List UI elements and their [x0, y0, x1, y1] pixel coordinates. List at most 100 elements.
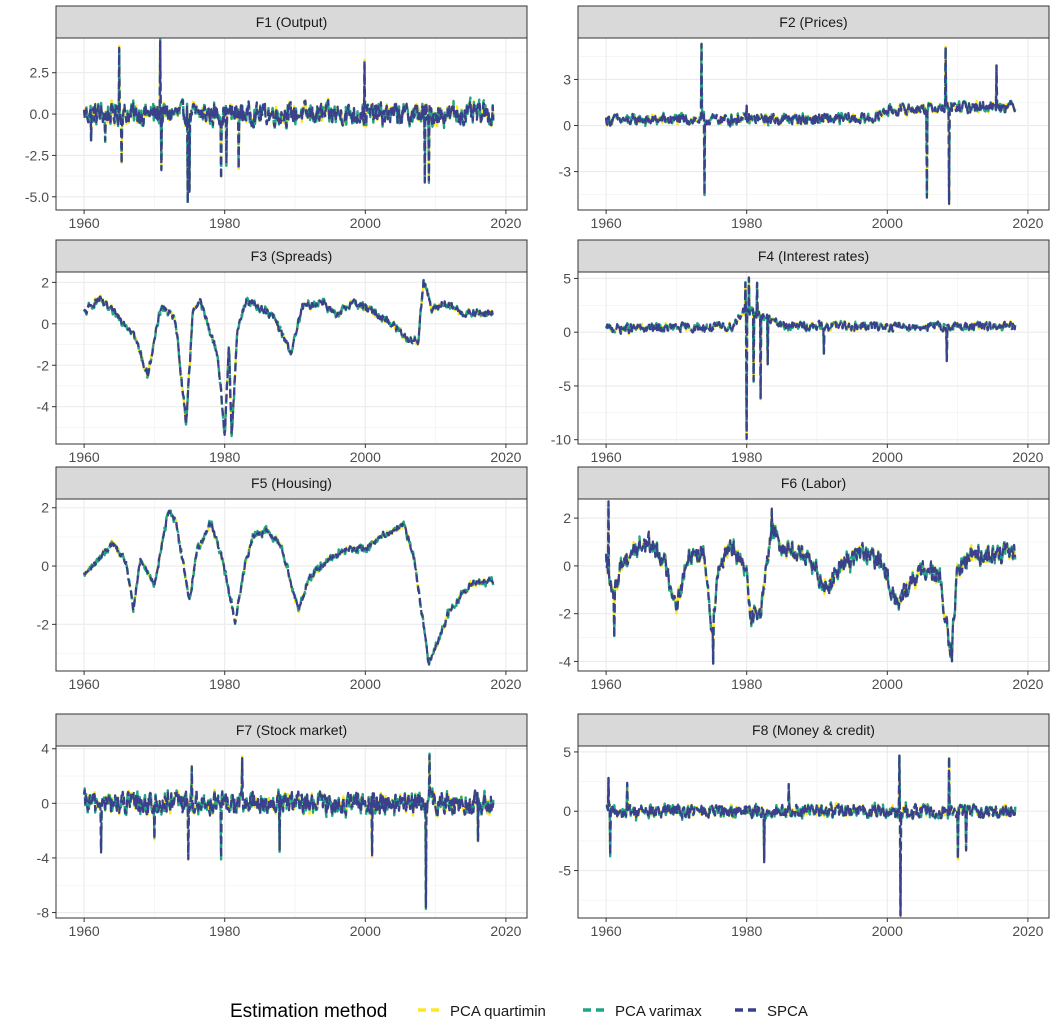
- legend-label: SPCA: [767, 1003, 808, 1020]
- x-tick-label: 2020: [490, 215, 521, 231]
- y-tick-label: 5: [563, 270, 571, 286]
- x-tick-label: 2020: [1012, 923, 1043, 939]
- x-tick-label: 1960: [591, 923, 622, 939]
- y-tick-label: -2: [37, 357, 50, 373]
- x-tick-label: 2020: [1012, 449, 1043, 465]
- x-tick-label: 1960: [69, 676, 100, 692]
- y-tick-label: 3: [563, 71, 571, 87]
- facet-panel: F7 (Stock market) 1960 1980 2000 2020 4 0 -4 -8: [37, 713, 528, 939]
- y-tick-label: 2: [41, 274, 49, 290]
- legend-label: PCA quartimin: [450, 1003, 546, 1020]
- plot-background: [56, 272, 527, 444]
- y-tick-label: -5.0: [25, 189, 49, 205]
- y-tick-label: 0.0: [30, 106, 50, 122]
- y-tick-label: -2.5: [25, 147, 49, 163]
- x-tick-label: 1960: [69, 215, 100, 231]
- y-tick-label: 0: [563, 803, 571, 819]
- y-tick-label: -8: [37, 905, 50, 921]
- x-tick-label: 2000: [350, 923, 381, 939]
- legend-title: Estimation method: [230, 1001, 387, 1022]
- facet-title: F3 (Spreads): [251, 248, 333, 264]
- facet-strip: [577, 466, 1050, 500]
- y-tick-label: -10: [551, 432, 571, 448]
- panel-border: [577, 37, 1050, 211]
- x-tick-label: 2000: [872, 923, 903, 939]
- x-tick-label: 1980: [209, 923, 240, 939]
- y-tick-label: 0: [41, 316, 49, 332]
- x-tick-label: 1980: [209, 449, 240, 465]
- series-line-spca: [83, 277, 495, 436]
- x-tick-label: 2000: [872, 676, 903, 692]
- x-tick-label: 2020: [1012, 215, 1043, 231]
- x-tick-label: 2000: [872, 449, 903, 465]
- y-tick-label: 4: [41, 741, 49, 757]
- y-tick-label: -3: [559, 164, 572, 180]
- panel-border: [577, 271, 1050, 445]
- x-tick-label: 2000: [350, 449, 381, 465]
- series-line-spca: [605, 43, 1017, 205]
- plot-background: [578, 499, 1049, 671]
- plot-background: [578, 272, 1049, 444]
- y-tick-label: -5: [559, 378, 572, 394]
- x-tick-label: 1980: [731, 676, 762, 692]
- y-tick-label: 2.5: [30, 65, 50, 81]
- facet-title: F4 (Interest rates): [758, 248, 869, 264]
- x-tick-label: 2000: [350, 215, 381, 231]
- facet-title: F1 (Output): [256, 14, 328, 30]
- panel-border: [55, 498, 528, 672]
- panel-border: [55, 37, 528, 211]
- facet-panel: F1 (Output) 1960 1980 2000 2020 2.5 0.0 -2.5 -5.…: [25, 5, 528, 231]
- y-tick-label: 0: [563, 118, 571, 134]
- x-tick-label: 1960: [591, 215, 622, 231]
- legend: Estimation method PCA quartimin PCA varima…: [230, 1001, 808, 1022]
- x-tick-label: 2000: [350, 676, 381, 692]
- x-tick-label: 2020: [490, 449, 521, 465]
- facet-panel: F8 (Money & credit) 1960 1980 2000 2020 5 0 -5: [559, 713, 1050, 939]
- x-tick-label: 2000: [872, 215, 903, 231]
- panel-border: [577, 745, 1050, 919]
- x-tick-label: 1980: [731, 923, 762, 939]
- facet-title: F5 (Housing): [251, 475, 332, 491]
- y-tick-label: -4: [37, 850, 50, 866]
- series-line-spca: [83, 509, 495, 666]
- x-tick-label: 1960: [69, 449, 100, 465]
- series-line-spca: [83, 40, 495, 205]
- y-tick-label: 0: [41, 558, 49, 574]
- facet-strip: [55, 5, 528, 39]
- series-line-spca: [605, 500, 1017, 665]
- panel-border: [577, 498, 1050, 672]
- facet-panel: F4 (Interest rates) 1960 1980 2000 2020 5 0 -5 -…: [551, 239, 1050, 465]
- y-tick-label: 2: [41, 500, 49, 516]
- x-tick-label: 2020: [490, 676, 521, 692]
- y-tick-label: -5: [559, 863, 572, 879]
- x-tick-label: 1980: [731, 449, 762, 465]
- y-tick-label: 0: [563, 324, 571, 340]
- plot-background: [56, 746, 527, 918]
- plot-background: [56, 38, 527, 210]
- x-tick-label: 1980: [209, 215, 240, 231]
- x-tick-label: 1960: [591, 449, 622, 465]
- x-tick-label: 1980: [731, 215, 762, 231]
- panel-border: [55, 745, 528, 919]
- y-tick-label: -4: [37, 399, 50, 415]
- x-tick-label: 1980: [209, 676, 240, 692]
- x-tick-label: 2020: [1012, 676, 1043, 692]
- x-tick-label: 2020: [490, 923, 521, 939]
- facet-title: F2 (Prices): [779, 14, 847, 30]
- x-tick-label: 1960: [591, 676, 622, 692]
- x-tick-label: 1960: [69, 923, 100, 939]
- facet-title: F8 (Money & credit): [752, 722, 875, 738]
- y-tick-label: -4: [559, 653, 572, 669]
- y-tick-label: 5: [563, 744, 571, 760]
- y-tick-label: 0: [41, 795, 49, 811]
- y-tick-label: -2: [559, 606, 572, 622]
- facet-strip: [577, 5, 1050, 39]
- y-tick-label: 0: [563, 558, 571, 574]
- facet-strip: [55, 239, 528, 273]
- legend-label: PCA varimax: [615, 1003, 702, 1020]
- y-tick-label: -2: [37, 616, 50, 632]
- y-tick-label: 2: [563, 510, 571, 526]
